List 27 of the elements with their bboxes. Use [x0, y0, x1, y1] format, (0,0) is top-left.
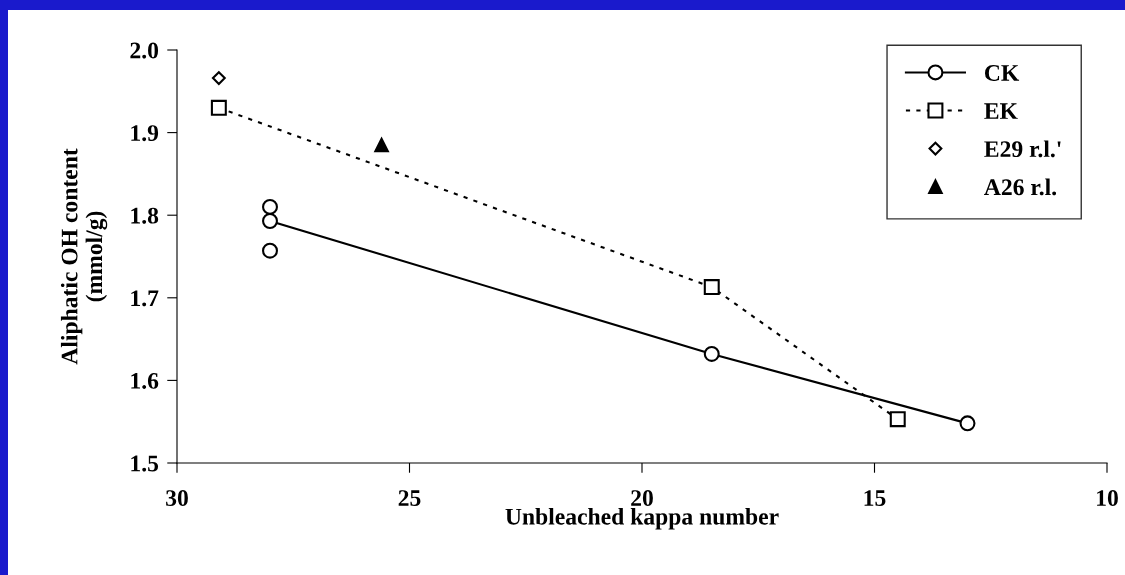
x-tick-label: 20: [631, 490, 653, 507]
point: [262, 242, 278, 259]
y-tick-label: 1.5: [131, 455, 159, 472]
legend-label: CK: [985, 65, 1020, 81]
x-tick-label: 10: [1097, 490, 1118, 507]
y-tick-label: 2.0: [130, 42, 159, 59]
legend-label: E29 r.l.': [984, 140, 1061, 158]
point: [262, 213, 278, 229]
point: [210, 99, 227, 116]
y-axis-title: Aliphatic OH content (mmol/g): [60, 148, 108, 365]
y-tick-label: 1.7: [131, 290, 159, 307]
point: [374, 137, 389, 153]
x-tick-label: 30: [166, 490, 188, 507]
point: [703, 279, 720, 296]
y-tick-label: 1.8: [131, 207, 159, 224]
point: [262, 198, 278, 215]
x-tick-label: 15: [864, 490, 886, 507]
point: [959, 415, 976, 432]
x-tick-label: 25: [398, 490, 421, 507]
y-tick-label: 1.6: [131, 372, 159, 389]
point: [889, 411, 906, 428]
legend-label: EK: [984, 103, 1018, 119]
y-tick-label: 1.9: [131, 125, 159, 142]
x-axis-title: Unbleached kappa number: [505, 508, 779, 530]
point: [211, 71, 226, 86]
legend-label: A26 r.l.: [984, 178, 1057, 196]
point: [703, 345, 720, 362]
